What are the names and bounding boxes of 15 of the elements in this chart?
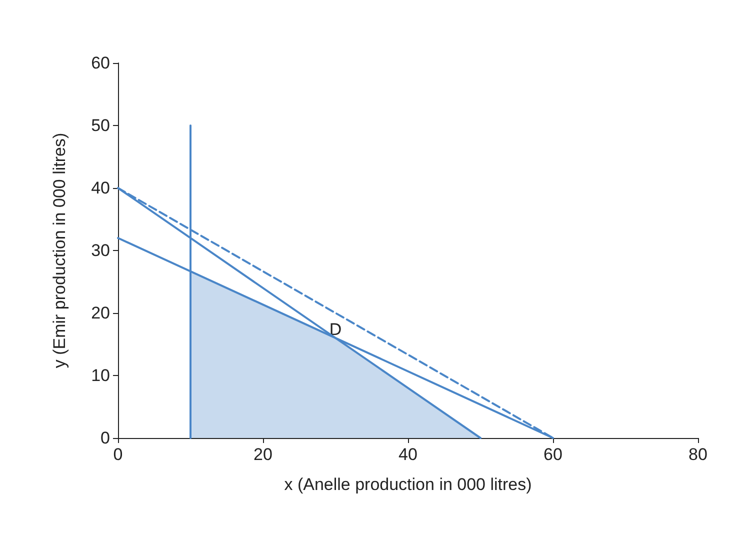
x-axis-title: x (Anelle production in 000 litres) [284, 475, 532, 494]
y-tick-label: 20 [91, 304, 110, 322]
y-tick-label: 50 [91, 116, 110, 135]
x-tick-label: 20 [254, 445, 272, 464]
annotation: D [329, 320, 342, 339]
y-tick-label: 0 [100, 428, 110, 448]
x-tick-label: 0 [113, 445, 123, 464]
y-tick-label: 60 [91, 54, 110, 72]
y-tick-label: 30 [91, 241, 110, 260]
x-tick-label: 60 [544, 445, 562, 464]
y-tick-label: 40 [91, 178, 110, 198]
y-axis-title: y (Emir production in 000 litres) [50, 132, 69, 368]
x-tick-label: 80 [688, 445, 708, 464]
y-tick-label: 10 [91, 366, 110, 385]
x-tick-label: 40 [398, 445, 418, 464]
